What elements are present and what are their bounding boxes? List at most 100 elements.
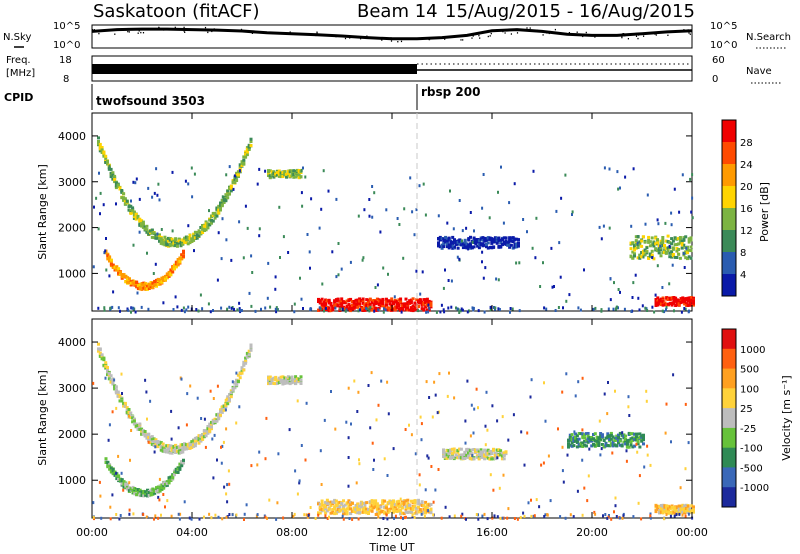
scatter-cell <box>226 191 230 195</box>
noise-point <box>349 37 351 39</box>
scatter-cell <box>235 179 239 182</box>
scatter-speck <box>250 254 253 258</box>
scatter-cell <box>675 505 679 509</box>
scatter-floor <box>669 514 672 518</box>
scatter-cell <box>325 299 329 303</box>
scatter-cell <box>402 303 406 307</box>
scatter-floor <box>97 306 100 310</box>
scatter-cell <box>288 382 292 386</box>
scatter-cell <box>429 304 433 307</box>
scatter-cell <box>671 253 675 256</box>
noise-point <box>428 38 431 41</box>
scatter-cell <box>199 226 203 229</box>
scatter-cell <box>113 180 117 184</box>
scatter-cell <box>499 449 503 453</box>
noise-point <box>542 34 544 36</box>
colorbar-tick-label: 24 <box>740 160 753 171</box>
scatter-cell <box>114 385 118 389</box>
scatter-cell <box>486 246 490 250</box>
scatter-cell <box>581 432 585 436</box>
scatter-cell <box>193 444 197 448</box>
noise-point <box>527 30 529 32</box>
scatter-cell <box>244 361 248 365</box>
scatter-cell <box>181 450 185 454</box>
colorbar-tick-label: 25 <box>740 404 753 415</box>
scatter-cell <box>109 167 113 171</box>
scatter-speck <box>358 458 360 462</box>
scatter-cell <box>329 309 333 313</box>
scatter-cell <box>377 510 381 514</box>
scatter-cell <box>165 482 169 486</box>
scatter-cell <box>124 275 128 278</box>
scatter-cell <box>399 307 403 310</box>
scatter-cell <box>574 432 578 436</box>
scatter-floor <box>203 515 205 519</box>
noise-point <box>204 26 207 29</box>
scatter-cell <box>629 254 633 258</box>
scatter-cell <box>424 305 428 309</box>
scatter-speck <box>670 223 673 227</box>
scatter-cell <box>111 377 115 381</box>
scatter-cell <box>392 307 395 311</box>
scatter-cell <box>656 238 659 242</box>
scatter-cell <box>608 438 612 441</box>
scatter-cell <box>150 437 154 441</box>
scatter-speck <box>135 177 138 181</box>
scatter-speck <box>309 506 312 509</box>
scatter-cell <box>226 193 230 197</box>
scatter-floor <box>411 515 414 519</box>
scatter-cell <box>641 235 645 239</box>
scatter-cell <box>647 240 651 244</box>
scatter-floor <box>130 310 132 314</box>
scatter-speck <box>138 197 141 201</box>
scatter-cell <box>442 245 446 249</box>
scatter-cell <box>131 420 135 424</box>
scatter-floor <box>172 308 175 311</box>
scatter-floor <box>498 308 501 311</box>
scatter-cell <box>370 308 374 312</box>
scatter-cell <box>359 299 363 302</box>
scatter-cell <box>663 505 667 509</box>
scatter-cell <box>333 512 337 516</box>
scatter-cell <box>206 427 210 431</box>
scatter-cell <box>324 507 328 511</box>
scatter-cell <box>495 241 499 245</box>
scatter-cell <box>150 442 154 446</box>
scatter-cell <box>425 300 429 304</box>
scatter-cell <box>656 249 659 253</box>
noise-point <box>621 35 623 38</box>
scatter-cell <box>370 509 374 513</box>
scatter-cell <box>277 379 281 383</box>
scatter-cell <box>683 504 687 508</box>
scatter-cell <box>113 470 117 474</box>
scatter-cell <box>340 305 344 309</box>
scatter-cell <box>674 508 678 512</box>
scatter-speck <box>225 397 228 401</box>
noise-point <box>137 28 139 30</box>
scatter-cell <box>617 435 620 439</box>
scatter-speck <box>371 215 374 219</box>
scatter-floor <box>477 309 480 313</box>
scatter-cell <box>418 502 422 506</box>
scatter-speck <box>99 212 101 216</box>
scatter-cell <box>461 455 465 459</box>
scatter-cell <box>349 307 353 311</box>
scatter-floor <box>546 513 549 517</box>
scatter-speck <box>243 512 246 516</box>
scatter-cell <box>340 303 344 307</box>
scatter-cell <box>661 296 665 300</box>
scatter-speck <box>593 510 596 514</box>
scatter-cell <box>123 202 127 206</box>
scatter-cell <box>368 298 372 302</box>
scatter-floor <box>366 307 369 311</box>
scatter-speck <box>387 272 389 276</box>
scatter-cell <box>162 278 166 282</box>
scatter-cell <box>631 241 635 245</box>
scatter-cell <box>343 508 347 512</box>
scatter-cell <box>481 244 485 248</box>
scatter-cell <box>493 457 497 461</box>
scatter-cell <box>147 493 151 497</box>
freq-ytick-top: 18 <box>59 55 72 66</box>
scatter-speck <box>117 454 120 458</box>
scatter-cell <box>242 162 246 166</box>
